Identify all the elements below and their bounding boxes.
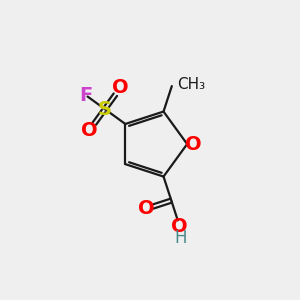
Text: CH₃: CH₃	[177, 77, 205, 92]
Text: F: F	[80, 86, 93, 105]
Text: O: O	[112, 78, 129, 97]
Text: H: H	[174, 229, 187, 247]
Text: O: O	[138, 199, 155, 218]
Text: S: S	[98, 100, 112, 118]
Text: O: O	[81, 121, 98, 140]
Text: O: O	[172, 217, 188, 236]
Text: O: O	[185, 135, 202, 154]
